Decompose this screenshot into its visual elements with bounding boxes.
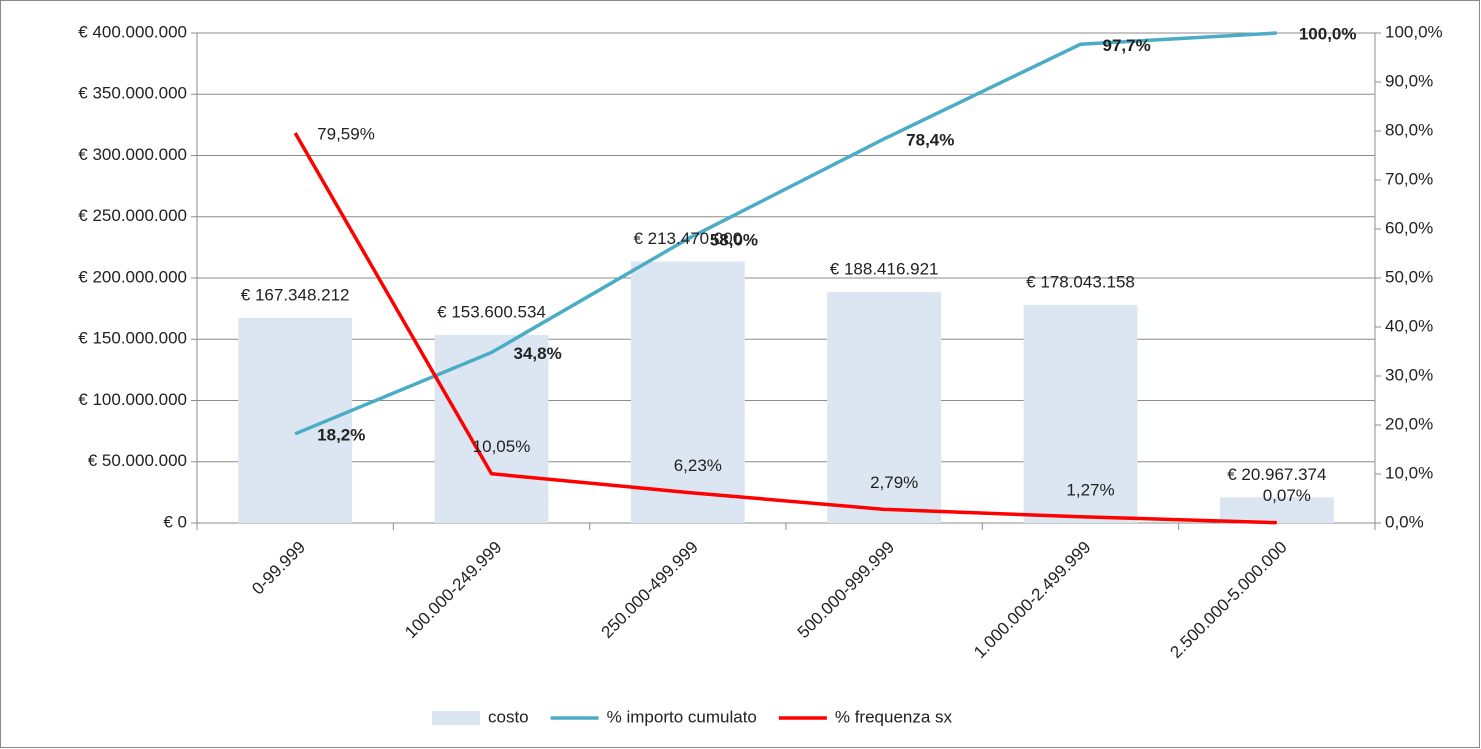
y2-tick-label: 40,0%	[1385, 316, 1433, 335]
data-label: 79,59%	[317, 124, 375, 143]
data-label: € 167.348.212	[241, 285, 350, 304]
data-label: 2,79%	[870, 473, 918, 492]
y2-tick-label: 80,0%	[1385, 120, 1433, 139]
y2-tick-label: 20,0%	[1385, 414, 1433, 433]
y2-tick-label: 90,0%	[1385, 71, 1433, 90]
y-tick-label: € 350.000.000	[78, 84, 187, 103]
y2-tick-label: 30,0%	[1385, 365, 1433, 384]
y2-tick-label: 70,0%	[1385, 169, 1433, 188]
data-label: 100,0%	[1299, 24, 1357, 43]
data-label: € 178.043.158	[1026, 272, 1135, 291]
y-tick-label: € 150.000.000	[78, 329, 187, 348]
data-label: € 213.470.000	[633, 229, 742, 248]
y-tick-label: € 300.000.000	[78, 145, 187, 164]
bar	[434, 334, 549, 523]
line	[293, 132, 1277, 525]
data-label: 6,23%	[674, 456, 722, 475]
data-label: 1,27%	[1066, 480, 1114, 499]
line	[294, 31, 1277, 436]
y-tick-label: € 400.000.000	[78, 22, 187, 41]
data-label: 58,0%	[710, 230, 758, 249]
y2-tick-label: 10,0%	[1385, 463, 1433, 482]
legend-swatch	[432, 711, 480, 725]
y-tick-label: € 0	[163, 512, 187, 531]
bar	[827, 292, 942, 523]
y-tick-label: € 250.000.000	[78, 206, 187, 225]
data-label: 78,4%	[906, 130, 954, 149]
bar	[630, 261, 745, 523]
bar	[1023, 304, 1138, 523]
y2-tick-label: 60,0%	[1385, 218, 1433, 237]
y-tick-label: € 100.000.000	[78, 390, 187, 409]
legend-label: % frequenza sx	[835, 707, 953, 726]
data-label: € 20.967.374	[1227, 465, 1326, 484]
data-label: 18,2%	[317, 425, 365, 444]
data-label: 34,8%	[514, 344, 562, 363]
y-tick-label: € 50.000.000	[88, 451, 187, 470]
data-label: 10,05%	[473, 437, 531, 456]
data-label: 97,7%	[1103, 36, 1151, 55]
data-label: € 153.600.534	[437, 302, 546, 321]
y2-tick-label: 0,0%	[1385, 512, 1424, 531]
y2-tick-label: 50,0%	[1385, 267, 1433, 286]
legend-label: costo	[488, 707, 529, 726]
legend-label: % importo cumulato	[607, 707, 757, 726]
data-label: € 188.416.921	[830, 260, 939, 279]
bar	[238, 317, 353, 523]
bar	[1219, 497, 1334, 523]
y2-tick-label: 100,0%	[1385, 22, 1443, 41]
y-tick-label: € 200.000.000	[78, 267, 187, 286]
data-label: 0,07%	[1263, 486, 1311, 505]
